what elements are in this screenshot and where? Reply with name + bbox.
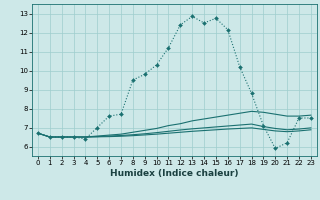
X-axis label: Humidex (Indice chaleur): Humidex (Indice chaleur) xyxy=(110,169,239,178)
